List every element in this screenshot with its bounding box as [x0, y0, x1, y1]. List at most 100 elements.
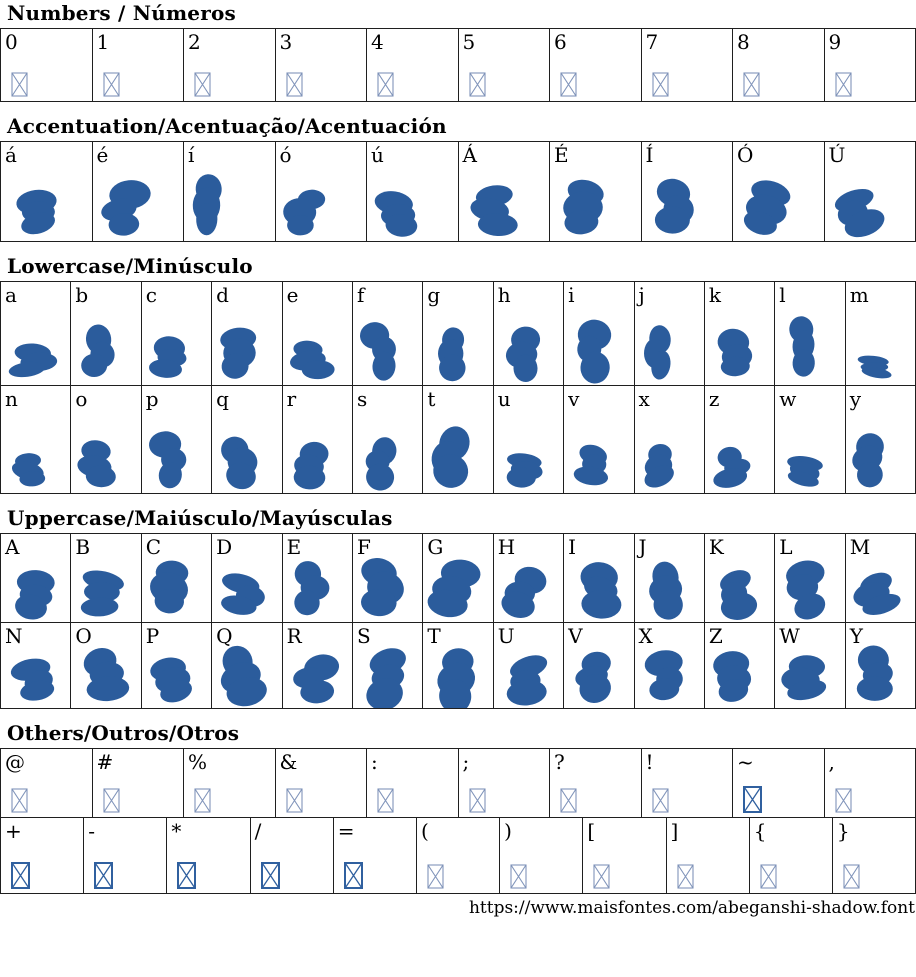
- glyph-label: /: [254, 819, 262, 843]
- glyph-blob: [79, 647, 130, 702]
- glyph-cell: V: [564, 623, 635, 708]
- glyph-label: G: [427, 535, 444, 559]
- section-uppercase: Uppercase/Maiúsculo/Mayúsculas A B C D E F G H I J…: [0, 507, 916, 709]
- glyph-label: %: [188, 750, 208, 774]
- glyph-blob: [431, 426, 471, 488]
- glyph-blob: [572, 651, 618, 703]
- glyph-label: p: [145, 387, 159, 411]
- missing-glyph-icon: [743, 786, 762, 813]
- glyph-cell: á: [1, 142, 93, 241]
- glyph-label: [: [587, 819, 596, 843]
- section-title: Lowercase/Minúsculo: [7, 254, 253, 278]
- glyph-cell: {: [750, 818, 833, 893]
- section-numbers: Numbers / Números 0 1 2 3 4 5 6 7 8 9: [0, 2, 916, 102]
- glyph-label: x: [638, 387, 650, 411]
- glyph-cell: í: [184, 142, 276, 241]
- glyph-cell: }: [833, 818, 915, 893]
- glyph-cell: 6: [550, 29, 642, 101]
- glyph-label: Ú: [828, 143, 846, 167]
- glyph-label: T: [427, 624, 441, 648]
- glyph-blob: [149, 560, 198, 615]
- glyph-cell: ú: [367, 142, 459, 241]
- missing-glyph-icon: [651, 788, 669, 813]
- glyph-label: t: [427, 387, 436, 411]
- glyph-cell: y: [846, 386, 915, 493]
- glyph-blob: [713, 328, 753, 378]
- glyph-cell: +: [1, 818, 85, 893]
- glyph-blob: [643, 650, 687, 701]
- glyph-cell: &: [276, 749, 367, 817]
- glyph-label: i: [568, 283, 575, 307]
- glyph-cell: n: [1, 386, 72, 493]
- missing-glyph-icon: [834, 72, 852, 97]
- glyph-cell: H: [494, 534, 565, 622]
- glyph-cell: é: [93, 142, 184, 241]
- missing-glyph-icon: [194, 72, 211, 97]
- glyph-blob: [148, 336, 192, 378]
- missing-glyph-icon: [102, 788, 120, 813]
- glyph-label: }: [836, 819, 850, 843]
- glyph-label: g: [427, 283, 441, 307]
- glyph-blob: [361, 648, 406, 708]
- glyph-cell: b: [71, 282, 142, 385]
- glyph-cell: Á: [459, 142, 550, 241]
- glyph-cell: T: [423, 623, 494, 708]
- glyph-blob: [853, 572, 901, 615]
- missing-glyph-icon: [427, 864, 444, 889]
- glyph-label: l: [779, 283, 786, 307]
- missing-glyph-icon: [11, 788, 28, 813]
- missing-glyph-icon: [468, 788, 486, 813]
- glyph-cell: l: [775, 282, 846, 385]
- glyph-cell: ?: [550, 749, 642, 817]
- missing-glyph-icon: [343, 862, 363, 889]
- glyph-blob: [9, 453, 51, 487]
- glyph-cell: =: [334, 818, 417, 893]
- footer-url: https://www.maisfontes.com/abeganshi-sha…: [468, 898, 915, 918]
- glyph-cell: 8: [733, 29, 825, 101]
- glyph-label: U: [497, 624, 515, 648]
- glyph-label: é: [96, 143, 109, 167]
- glyph-cell: [: [583, 818, 667, 893]
- missing-glyph-icon: [834, 788, 852, 813]
- missing-glyph-icon: [760, 864, 777, 889]
- glyph-cell: o: [71, 386, 142, 493]
- glyph-label: d: [216, 283, 229, 307]
- glyph-blob: [713, 446, 753, 488]
- section-title: Uppercase/Maiúsculo/Mayúsculas: [7, 506, 393, 530]
- glyph-blob: [467, 185, 519, 237]
- glyph-cell: i: [564, 282, 635, 385]
- glyph-label: C: [145, 535, 162, 559]
- glyph-cell: 7: [642, 29, 733, 101]
- glyph-blob: [851, 433, 890, 488]
- glyph-cell: #: [93, 749, 184, 817]
- section-title: Numbers / Números: [7, 1, 236, 25]
- character-row: + - * / = () [] {}: [0, 817, 916, 894]
- glyph-label: &: [279, 750, 298, 774]
- glyph-label: E: [286, 535, 302, 559]
- glyph-blob: [220, 326, 262, 379]
- glyph-label: :: [371, 750, 378, 774]
- glyph-label: o: [75, 387, 88, 411]
- glyph-blob: [9, 570, 61, 620]
- missing-glyph-icon: [94, 862, 114, 889]
- glyph-label: r: [286, 387, 297, 411]
- glyph-cell: a: [1, 282, 72, 385]
- glyph-blob: [220, 645, 268, 707]
- glyph-cell: ó: [276, 142, 367, 241]
- missing-glyph-icon: [377, 788, 394, 813]
- character-row: 0 1 2 3 4 5 6 7 8 9: [0, 28, 916, 102]
- glyph-label: ~: [737, 750, 754, 774]
- glyph-label: c: [145, 283, 157, 307]
- glyph-cell: f: [353, 282, 424, 385]
- glyph-label: 2: [188, 30, 201, 54]
- missing-glyph-icon: [651, 72, 669, 97]
- glyph-label: b: [75, 283, 89, 307]
- glyph-blob: [643, 443, 679, 488]
- glyph-cell: N: [1, 623, 72, 708]
- glyph-cell: Ó: [733, 142, 825, 241]
- glyph-label: ó: [279, 143, 292, 167]
- glyph-label: s: [356, 387, 368, 411]
- glyph-cell: 1: [93, 29, 184, 101]
- glyph-label: @: [5, 750, 25, 774]
- glyph-blob: [572, 444, 612, 486]
